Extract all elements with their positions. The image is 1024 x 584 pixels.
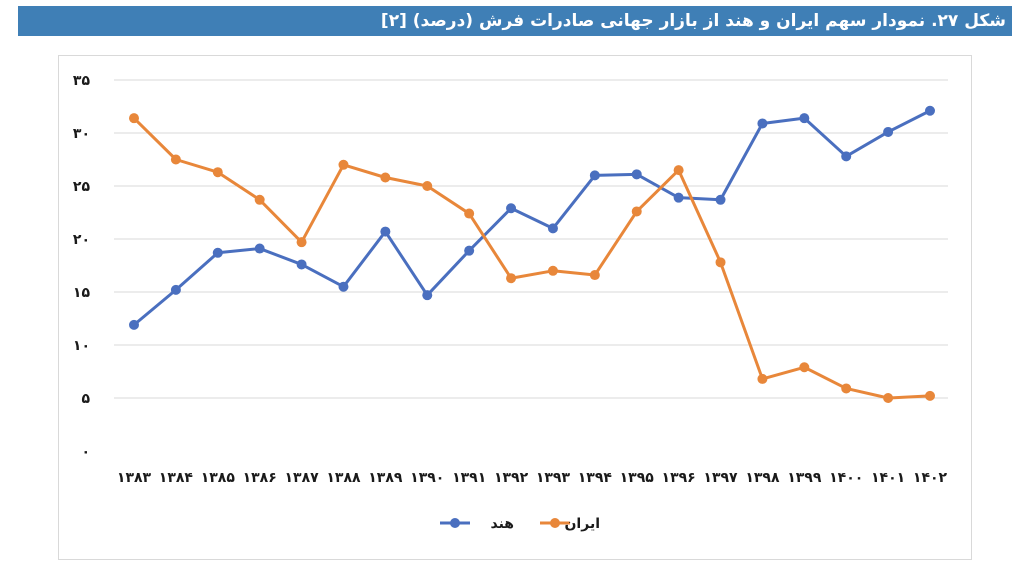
y-tick-label: ۱۵ (73, 285, 91, 301)
series-0-point (338, 281, 349, 292)
series-0-point (799, 113, 810, 124)
series-0-point (547, 223, 558, 234)
series-1-point (506, 273, 517, 284)
series-0-point (380, 226, 391, 237)
y-tick-label: ۲۵ (73, 179, 91, 195)
series-0-point (170, 284, 181, 295)
series-0-point (212, 247, 223, 258)
series-0-point (673, 192, 684, 203)
series-0-point (422, 290, 433, 301)
series-line-1 (132, 117, 931, 400)
series-1-point (715, 257, 726, 268)
series-1-point (799, 362, 810, 373)
x-tick-label: ۱۳۸۵ (201, 470, 236, 486)
series-1-point (254, 194, 265, 205)
series-1-point (589, 270, 600, 281)
series-1-point (129, 113, 139, 124)
x-tick-label: ۱۴۰۰ (829, 470, 863, 486)
x-tick-label: ۱۳۹۸ (745, 470, 780, 486)
x-tick-label: ۱۳۹۱ (452, 470, 486, 486)
y-tick-label: ۵ (81, 391, 90, 407)
series-0-point (883, 126, 894, 137)
legend-swatch-marker (450, 518, 460, 528)
series-0-point (757, 118, 768, 129)
x-tick-label: ۱۳۸۶ (243, 470, 277, 486)
x-tick-label: ۱۳۹۰ (410, 470, 444, 486)
series-1-point (883, 393, 894, 403)
y-tick-label: ۲۰ (73, 232, 90, 248)
series-0-point (506, 203, 517, 214)
y-tick-label: ۳۰ (73, 126, 90, 142)
x-tick-label: ۱۳۸۷ (284, 470, 319, 486)
series-0-point (464, 245, 475, 256)
series-0-point (296, 259, 307, 270)
x-tick-label: ۱۳۹۷ (703, 470, 738, 486)
series-1-point (296, 237, 307, 248)
series-1-point (841, 383, 852, 394)
y-tick-label: ۱۰ (73, 338, 90, 354)
series-1-point (757, 373, 768, 384)
series-1-point (464, 208, 475, 219)
series-1-point (631, 206, 642, 217)
series-1-point (925, 390, 935, 401)
y-tick-label: ۰ (81, 444, 90, 460)
x-tick-label: ۱۴۰۲ (913, 470, 948, 486)
series-1-point (422, 181, 433, 191)
legend-swatch-marker (550, 518, 560, 528)
series-0-point (631, 169, 642, 180)
x-tick-label: ۱۳۸۸ (326, 470, 361, 486)
x-tick-label: ۱۳۸۹ (368, 470, 403, 486)
x-tick-label: ۱۳۹۳ (536, 470, 571, 486)
x-tick-label: ۱۳۹۹ (787, 470, 822, 486)
series-1-point (380, 172, 391, 183)
series-1-point (170, 154, 181, 165)
series-0-point (925, 105, 935, 116)
x-tick-label: ۱۳۹۲ (494, 470, 529, 486)
series-1-point (547, 265, 558, 276)
x-tick-label: ۱۳۸۴ (159, 470, 194, 486)
x-tick-label: ۱۳۹۶ (662, 470, 696, 486)
series-1-point (338, 159, 349, 170)
figure-title-bar: شکل ۲۷. نمودار سهم ایران و هند از بازار … (18, 6, 1012, 36)
series-0-point (589, 170, 600, 181)
legend-label: ایران (564, 516, 600, 532)
x-tick-label: ۱۳۸۳ (117, 470, 152, 486)
series-line-0 (133, 109, 931, 327)
series-0-point (254, 243, 265, 254)
chart-frame (58, 55, 972, 560)
series-0-point (129, 319, 139, 330)
series-0-point (715, 194, 726, 205)
x-tick-label: ۱۳۹۵ (620, 470, 655, 486)
x-tick-label: ۱۴۰۱ (871, 470, 905, 486)
series-0-point (841, 151, 852, 162)
figure-title: شکل ۲۷. نمودار سهم ایران و هند از بازار … (380, 11, 1006, 31)
legend-label: هند (490, 516, 514, 532)
x-tick-label: ۱۳۹۴ (578, 470, 613, 486)
series-1-point (673, 165, 684, 176)
series-1-point (212, 167, 223, 178)
y-tick-label: ۳۵ (73, 73, 91, 89)
